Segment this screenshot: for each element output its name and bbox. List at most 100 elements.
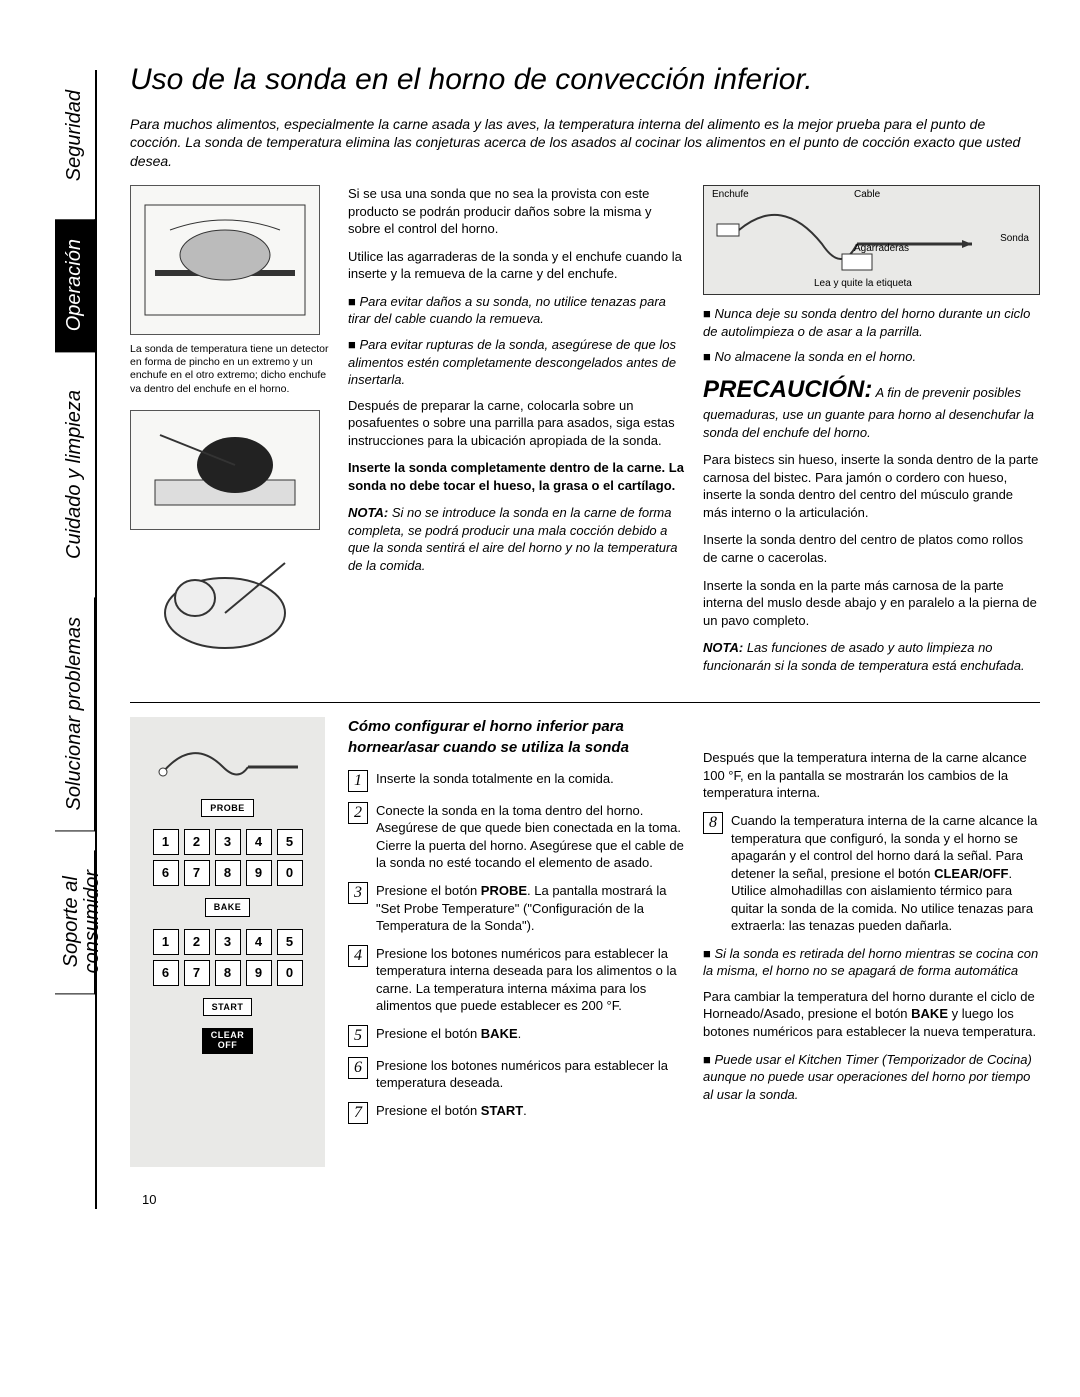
poultry-illustration xyxy=(130,538,320,668)
step-5-num: 5 xyxy=(348,1025,368,1047)
diag-cable: Cable xyxy=(854,188,880,202)
diag-agarr: Agarraderas xyxy=(854,242,909,256)
key: 3 xyxy=(215,929,241,955)
intro-text: Para muchos alimentos, especialmente la … xyxy=(130,115,1040,172)
c3-nota: NOTA: Las funciones de asado y auto limp… xyxy=(703,639,1040,674)
c3-nota-lbl: NOTA: xyxy=(703,640,743,655)
probe-button-label: PROBE xyxy=(201,799,254,817)
r-b1: Si la sonda es retirada del horno mientr… xyxy=(703,945,1040,980)
key: 7 xyxy=(184,860,210,886)
s3a: Presione el botón xyxy=(376,883,481,898)
c2-p3: Después de preparar la carne, colocarla … xyxy=(348,397,685,450)
step-2-num: 2 xyxy=(348,802,368,824)
page-number: 10 xyxy=(142,1191,1040,1209)
probe-wire-icon xyxy=(153,737,303,787)
key: 5 xyxy=(277,929,303,955)
step-6-num: 6 xyxy=(348,1057,368,1079)
c3-nota-txt: Las funciones de asado y auto limpieza n… xyxy=(703,640,1025,673)
c2-p4: Inserte la sonda completamente dentro de… xyxy=(348,459,685,494)
key: 0 xyxy=(277,860,303,886)
step-4-text: Presione los botones numéricos para esta… xyxy=(376,945,685,1015)
s3b: PROBE xyxy=(481,883,527,898)
sub-heading: Cómo configurar el horno inferior para h… xyxy=(348,717,685,758)
step-5-text: Presione el botón BAKE. xyxy=(376,1025,685,1047)
middle-column: Si se usa una sonda que no sea la provis… xyxy=(348,185,685,684)
c2-p2: Utilice las agarraderas de la sonda y el… xyxy=(348,248,685,283)
tab-soporte-l2: consumidor xyxy=(81,870,103,973)
tab-seguridad: Seguridad xyxy=(55,70,95,201)
probe-diagram: Enchufe Cable Sonda Agarraderas Lea y qu… xyxy=(703,185,1040,295)
c2-b2: Para evitar rupturas de la sonda, asegúr… xyxy=(348,336,685,389)
key: 5 xyxy=(277,829,303,855)
oven-illustration xyxy=(130,185,320,335)
key: 0 xyxy=(277,960,303,986)
s5c: . xyxy=(518,1026,522,1041)
key: 4 xyxy=(246,929,272,955)
c2-b1: Para evitar daños a su sonda, no utilice… xyxy=(348,293,685,328)
c2-nota-txt: Si no se introduce la sonda en la carne … xyxy=(348,505,678,573)
c3-b1: Nunca deje su sonda dentro del horno dur… xyxy=(703,305,1040,340)
section-divider xyxy=(130,702,1040,703)
step-8-text: Cuando la temperatura interna de la carn… xyxy=(731,812,1040,935)
vertical-divider xyxy=(95,70,97,1209)
key: 8 xyxy=(215,960,241,986)
steps-right-column: Después que la temperatura interna de la… xyxy=(703,717,1040,1167)
r-b2: Puede usar el Kitchen Timer (Temporizado… xyxy=(703,1051,1040,1104)
illus-caption-1: La sonda de temperatura tiene un detecto… xyxy=(130,343,330,396)
clear-off-button-label: CLEAR OFF xyxy=(202,1028,254,1054)
step-8-num: 8 xyxy=(703,812,723,834)
precaucion-p: PRECAUCIÓN: A fin de prevenir posibles q… xyxy=(703,374,1040,441)
step-2-text: Conecte la sonda en la toma dentro del h… xyxy=(376,802,685,872)
tab-operacion: Operación xyxy=(55,219,95,352)
s5b: BAKE xyxy=(481,1026,518,1041)
precaucion-word: PRECAUCIÓN: xyxy=(703,376,872,403)
c3-b2: No almacene la sonda en el horno. xyxy=(703,348,1040,366)
step-3-text: Presione el botón PROBE. La pantalla mos… xyxy=(376,882,685,935)
step-1-num: 1 xyxy=(348,770,368,792)
r-p1: Después que la temperatura interna de la… xyxy=(703,749,1040,802)
step-7-text: Presione el botón START. xyxy=(376,1102,685,1124)
key: 1 xyxy=(153,929,179,955)
tab-soporte-l1: Soporte al xyxy=(60,876,82,967)
key: 1 xyxy=(153,829,179,855)
right-column: Enchufe Cable Sonda Agarraderas Lea y qu… xyxy=(703,185,1040,684)
roast-illustration xyxy=(130,410,320,530)
tab-soporte: Soporte al consumidor xyxy=(55,850,95,994)
key: 7 xyxy=(184,960,210,986)
key: 2 xyxy=(184,929,210,955)
tab-solucionar: Solucionar problemas xyxy=(55,597,95,831)
side-tabs: Seguridad Operación Cuidado y limpieza S… xyxy=(55,70,95,994)
off-lbl: OFF xyxy=(218,1040,238,1050)
step-4-num: 4 xyxy=(348,945,368,967)
keypad-2: 1 2 3 4 5 6 7 8 9 0 xyxy=(153,929,303,986)
key: 2 xyxy=(184,829,210,855)
s7b: START xyxy=(481,1103,523,1118)
page-title: Uso de la sonda en el horno de convecció… xyxy=(130,60,1040,101)
key: 6 xyxy=(153,960,179,986)
key: 4 xyxy=(246,829,272,855)
c3-p1: Para bistecs sin hueso, inserte la sonda… xyxy=(703,451,1040,521)
steps-column: Cómo configurar el horno inferior para h… xyxy=(348,717,685,1167)
start-button-label: START xyxy=(203,998,253,1016)
r-p2: Para cambiar la temperatura del horno du… xyxy=(703,988,1040,1041)
key: 3 xyxy=(215,829,241,855)
key: 6 xyxy=(153,860,179,886)
p2b: BAKE xyxy=(911,1006,948,1021)
diag-lea: Lea y quite la etiqueta xyxy=(814,277,912,291)
keypad-1: 1 2 3 4 5 6 7 8 9 0 xyxy=(153,829,303,886)
s5a: Presione el botón xyxy=(376,1026,481,1041)
key: 9 xyxy=(246,960,272,986)
s7c: . xyxy=(523,1103,527,1118)
step-3-num: 3 xyxy=(348,882,368,904)
s7a: Presione el botón xyxy=(376,1103,481,1118)
c2-nota: NOTA: Si no se introduce la sonda en la … xyxy=(348,504,685,574)
clear-lbl: CLEAR xyxy=(211,1030,245,1040)
key: 8 xyxy=(215,860,241,886)
s8b: CLEAR/OFF xyxy=(934,866,1008,881)
bake-button-label: BAKE xyxy=(205,898,251,916)
c3-p3: Inserte la sonda en la parte más carnosa… xyxy=(703,577,1040,630)
c3-p2: Inserte la sonda dentro del centro de pl… xyxy=(703,531,1040,566)
step-6-text: Presione los botones numéricos para esta… xyxy=(376,1057,685,1092)
key: 9 xyxy=(246,860,272,886)
c2-p1: Si se usa una sonda que no sea la provis… xyxy=(348,185,685,238)
